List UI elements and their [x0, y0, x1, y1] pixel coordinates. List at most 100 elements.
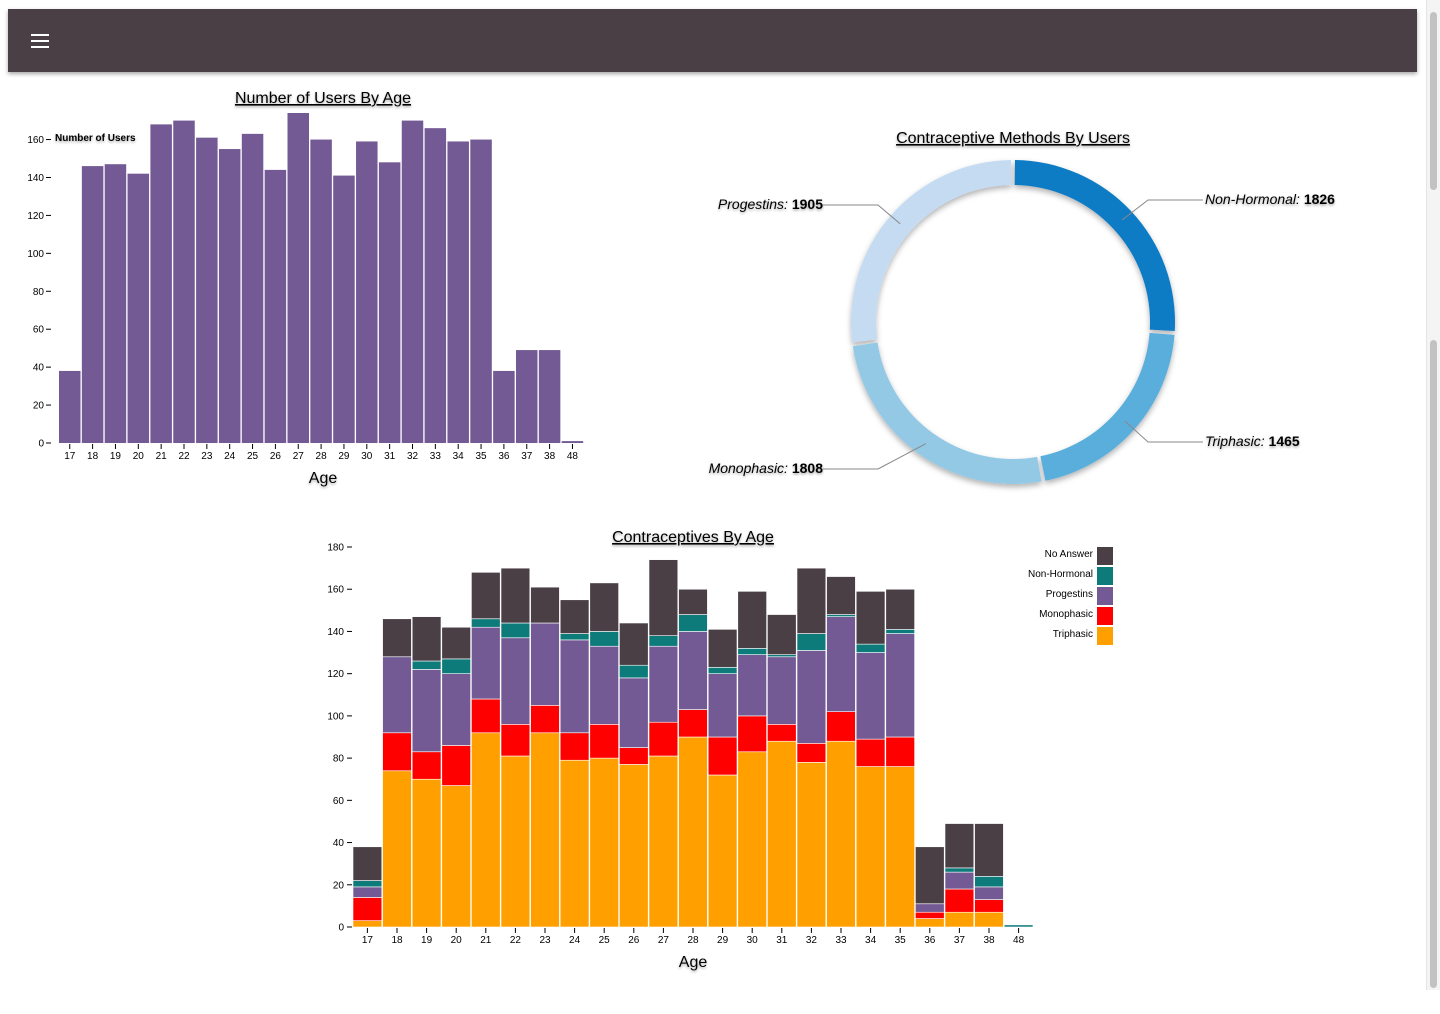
stacked-bar-19-no-answer[interactable]	[411, 616, 442, 662]
stacked-bar-26-non-hormonal[interactable]	[619, 664, 649, 679]
users-bar-23[interactable]	[196, 137, 218, 444]
stacked-bar-20-no-answer[interactable]	[441, 626, 471, 660]
users-bar-36[interactable]	[493, 370, 515, 443]
stacked-bar-31-progestins[interactable]	[767, 656, 797, 725]
scrollbar-thumb-upper[interactable]	[1430, 12, 1437, 190]
users-bar-30[interactable]	[356, 141, 378, 443]
stacked-bar-24-non-hormonal[interactable]	[559, 633, 590, 641]
stacked-bar-28-progestins[interactable]	[678, 631, 708, 710]
users-bar-35[interactable]	[470, 139, 492, 443]
donut-slice-progestins[interactable]	[851, 160, 1012, 343]
donut-slice-monophasic[interactable]	[852, 342, 1042, 484]
stacked-bar-34-progestins[interactable]	[855, 652, 886, 740]
stacked-bar-22-monophasic[interactable]	[500, 724, 531, 757]
users-bar-28[interactable]	[310, 139, 332, 443]
stacked-bar-24-triphasic[interactable]	[559, 759, 590, 928]
stacked-bar-27-progestins[interactable]	[648, 645, 679, 723]
stacked-bar-29-progestins[interactable]	[707, 673, 738, 738]
stacked-bar-22-no-answer[interactable]	[500, 567, 531, 624]
stacked-bar-28-monophasic[interactable]	[678, 709, 708, 738]
users-bar-22[interactable]	[173, 120, 195, 443]
stacked-bar-35-no-answer[interactable]	[885, 588, 915, 630]
stacked-bar-18-monophasic[interactable]	[382, 732, 412, 772]
stacked-bar-29-triphasic[interactable]	[707, 774, 738, 928]
stacked-bar-38-progestins[interactable]	[974, 886, 1004, 900]
stacked-bar-18-progestins[interactable]	[382, 656, 412, 734]
stacked-bar-25-monophasic[interactable]	[589, 724, 619, 759]
stacked-bar-20-triphasic[interactable]	[441, 785, 471, 928]
stacked-bar-35-non-hormonal[interactable]	[885, 629, 915, 634]
stacked-bar-32-triphasic[interactable]	[796, 762, 827, 928]
stacked-bar-33-progestins[interactable]	[826, 616, 856, 712]
users-bar-21[interactable]	[150, 124, 172, 444]
stacked-bar-31-monophasic[interactable]	[767, 724, 797, 742]
hamburger-menu-icon[interactable]	[30, 31, 50, 51]
stacked-bar-28-triphasic[interactable]	[678, 736, 708, 928]
stacked-bar-38-triphasic[interactable]	[974, 911, 1004, 928]
stacked-bar-29-monophasic[interactable]	[707, 736, 738, 776]
stacked-bar-34-triphasic[interactable]	[855, 766, 886, 928]
stacked-bar-25-no-answer[interactable]	[589, 582, 619, 632]
stacked-bar-35-progestins[interactable]	[885, 633, 915, 738]
stacked-bar-48-non-hormonal[interactable]	[1003, 924, 1034, 928]
stacked-bar-20-non-hormonal[interactable]	[441, 658, 471, 674]
stacked-bar-26-triphasic[interactable]	[619, 764, 649, 928]
users-bar-37[interactable]	[516, 350, 538, 443]
stacked-bar-18-triphasic[interactable]	[382, 770, 412, 928]
users-bar-17[interactable]	[59, 370, 81, 443]
stacked-bar-21-triphasic[interactable]	[471, 732, 501, 928]
stacked-bar-37-monophasic[interactable]	[944, 888, 975, 913]
stacked-bar-38-non-hormonal[interactable]	[974, 876, 1004, 888]
stacked-bar-32-monophasic[interactable]	[796, 743, 827, 763]
stacked-bar-25-non-hormonal[interactable]	[589, 631, 619, 647]
stacked-bar-36-progestins[interactable]	[915, 903, 945, 913]
users-bar-29[interactable]	[333, 175, 355, 443]
stacked-bar-30-no-answer[interactable]	[737, 591, 767, 649]
stacked-bar-34-monophasic[interactable]	[855, 738, 886, 767]
stacked-bar-26-monophasic[interactable]	[619, 747, 649, 765]
stacked-bar-17-triphasic[interactable]	[352, 920, 383, 928]
stacked-bar-20-progestins[interactable]	[441, 673, 471, 746]
users-bar-38[interactable]	[538, 350, 561, 443]
stacked-bar-24-monophasic[interactable]	[559, 732, 590, 761]
stacked-bar-17-non-hormonal[interactable]	[352, 880, 383, 888]
stacked-bar-26-progestins[interactable]	[619, 677, 649, 748]
stacked-bar-32-progestins[interactable]	[796, 650, 827, 744]
stacked-bar-27-no-answer[interactable]	[648, 559, 679, 636]
stacked-bar-28-non-hormonal[interactable]	[678, 614, 708, 632]
stacked-bar-25-triphasic[interactable]	[589, 757, 619, 928]
stacked-bar-35-triphasic[interactable]	[885, 766, 915, 928]
stacked-bar-35-monophasic[interactable]	[885, 736, 915, 767]
stacked-bar-18-no-answer[interactable]	[382, 618, 412, 658]
stacked-bar-20-monophasic[interactable]	[441, 745, 471, 786]
users-bar-34[interactable]	[447, 141, 469, 443]
stacked-bar-27-triphasic[interactable]	[648, 755, 679, 928]
stacked-bar-21-progestins[interactable]	[471, 626, 501, 700]
stacked-bar-22-triphasic[interactable]	[500, 755, 531, 928]
users-bar-26[interactable]	[264, 169, 287, 443]
donut-slice-triphasic[interactable]	[1040, 332, 1175, 481]
stacked-bar-29-non-hormonal[interactable]	[707, 667, 738, 674]
users-bar-18[interactable]	[81, 166, 104, 443]
stacked-bar-31-triphasic[interactable]	[767, 740, 797, 928]
stacked-bar-34-no-answer[interactable]	[855, 591, 886, 645]
stacked-bar-38-monophasic[interactable]	[974, 899, 1004, 913]
users-bar-27[interactable]	[287, 113, 310, 443]
donut-slice-non-hormonal[interactable]	[1014, 160, 1175, 331]
stacked-bar-27-non-hormonal[interactable]	[648, 635, 679, 647]
stacked-bar-33-triphasic[interactable]	[826, 740, 856, 928]
stacked-bar-24-no-answer[interactable]	[559, 599, 590, 634]
stacked-bar-30-non-hormonal[interactable]	[737, 648, 767, 655]
stacked-bar-30-monophasic[interactable]	[737, 715, 767, 753]
users-bar-33[interactable]	[424, 128, 447, 443]
stacked-bar-38-no-answer[interactable]	[974, 823, 1004, 877]
users-bar-24[interactable]	[218, 149, 241, 443]
scrollbar-thumb[interactable]	[1430, 340, 1437, 988]
stacked-bar-19-non-hormonal[interactable]	[411, 660, 442, 670]
stacked-bar-25-progestins[interactable]	[589, 645, 619, 725]
stacked-bar-30-progestins[interactable]	[737, 654, 767, 717]
stacked-bar-27-monophasic[interactable]	[648, 721, 679, 757]
stacked-bar-37-non-hormonal[interactable]	[944, 867, 975, 873]
stacked-bar-31-no-answer[interactable]	[767, 614, 797, 655]
users-bar-25[interactable]	[241, 133, 264, 444]
